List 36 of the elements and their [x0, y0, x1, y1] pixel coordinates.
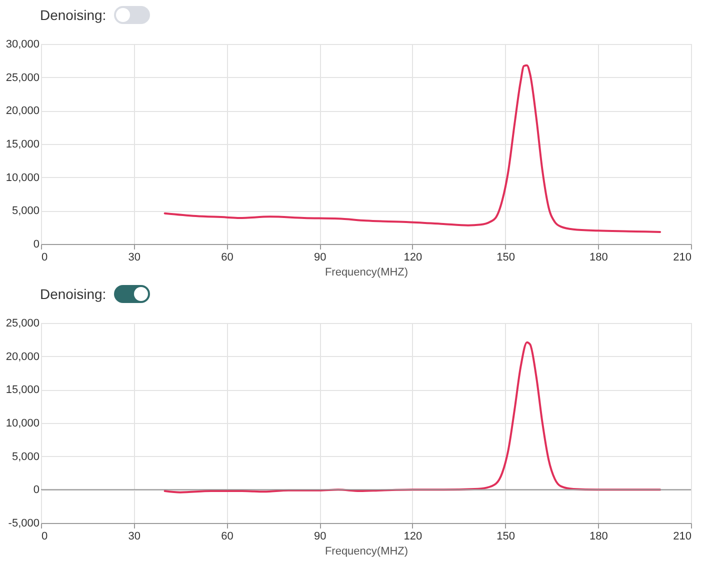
- y-tick-label: 25,000: [6, 72, 40, 84]
- y-tick-label: 5,000: [12, 205, 40, 218]
- x-tick-label: 90: [314, 252, 326, 264]
- x-tick-label: 90: [314, 530, 326, 542]
- x-tick-label: 120: [404, 530, 422, 542]
- y-tick-label: 20,000: [6, 350, 40, 363]
- y-tick-label: 30,000: [6, 38, 40, 50]
- x-tick-label: 210: [673, 252, 692, 264]
- x-tick-label: 30: [128, 252, 140, 264]
- x-tick-label: 180: [589, 530, 608, 542]
- y-tick-label: 15,000: [6, 138, 40, 150]
- y-tick-label: 20,000: [6, 105, 40, 118]
- x-tick-label: 0: [42, 530, 48, 542]
- y-tick-label: 0: [33, 238, 40, 250]
- y-tick-label: 25,000: [6, 318, 40, 330]
- chart-title: Denoising:: [40, 286, 106, 302]
- y-tick-label: 0: [33, 484, 40, 496]
- y-tick-label: -5,000: [8, 518, 40, 530]
- line-series: [164, 64, 662, 233]
- y-tick-label: 5,000: [12, 450, 40, 463]
- x-tick-label: 60: [221, 530, 234, 542]
- x-tick-label: 0: [42, 252, 48, 264]
- x-tick-label: 180: [589, 252, 608, 264]
- y-tick-label: 15,000: [6, 384, 40, 396]
- x-axis-title: Frequency(MHZ): [324, 266, 408, 278]
- x-tick-label: 210: [673, 530, 692, 542]
- line-series: [164, 341, 662, 494]
- y-tick-label: 10,000: [6, 418, 40, 430]
- chart-title: Denoising:: [40, 7, 106, 23]
- x-axis-title: Frequency(MHZ): [324, 546, 408, 558]
- x-tick-label: 60: [221, 252, 234, 264]
- y-tick-label: 10,000: [6, 172, 40, 184]
- x-tick-label: 30: [128, 530, 140, 542]
- x-tick-label: 150: [496, 252, 515, 264]
- x-tick-label: 120: [404, 252, 422, 264]
- x-tick-label: 150: [496, 530, 515, 542]
